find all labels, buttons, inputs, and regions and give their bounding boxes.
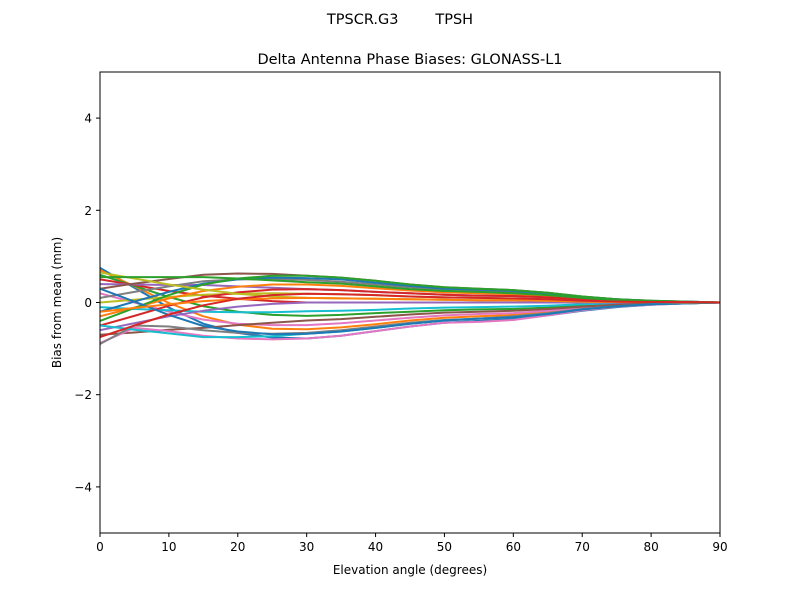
y-tick-label: 4 [84, 112, 92, 126]
series-line-23 [100, 276, 720, 304]
x-tick-label: 40 [368, 540, 383, 554]
series-line-24 [100, 292, 720, 339]
x-tick-label: 60 [506, 540, 521, 554]
y-tick-label: −2 [74, 388, 92, 402]
series-line-16 [100, 301, 720, 336]
chart-title: Delta Antenna Phase Biases: GLONASS-L1 [257, 52, 562, 68]
series-lines [100, 267, 720, 345]
y-tick-label: −4 [74, 480, 92, 494]
y-tick-label: 0 [84, 296, 92, 310]
x-axis-label: Elevation angle (degrees) [333, 563, 487, 577]
x-tick-label: 80 [643, 540, 658, 554]
y-tick-label: 2 [84, 204, 92, 218]
x-tick-label: 90 [712, 540, 727, 554]
x-tick-label: 0 [96, 540, 104, 554]
x-axis: 0 10 20 30 40 50 60 70 80 90 [96, 533, 728, 554]
x-tick-label: 70 [575, 540, 590, 554]
y-axis: −4 −2 0 2 4 [74, 112, 100, 494]
chart-suptitle: TPSCR.G3 TPSH [326, 12, 473, 28]
series-line-21 [100, 287, 720, 336]
x-tick-label: 10 [161, 540, 176, 554]
y-axis-label: Bias from mean (mm) [50, 237, 64, 368]
x-tick-label: 50 [437, 540, 452, 554]
x-tick-label: 30 [299, 540, 314, 554]
x-tick-label: 20 [230, 540, 245, 554]
